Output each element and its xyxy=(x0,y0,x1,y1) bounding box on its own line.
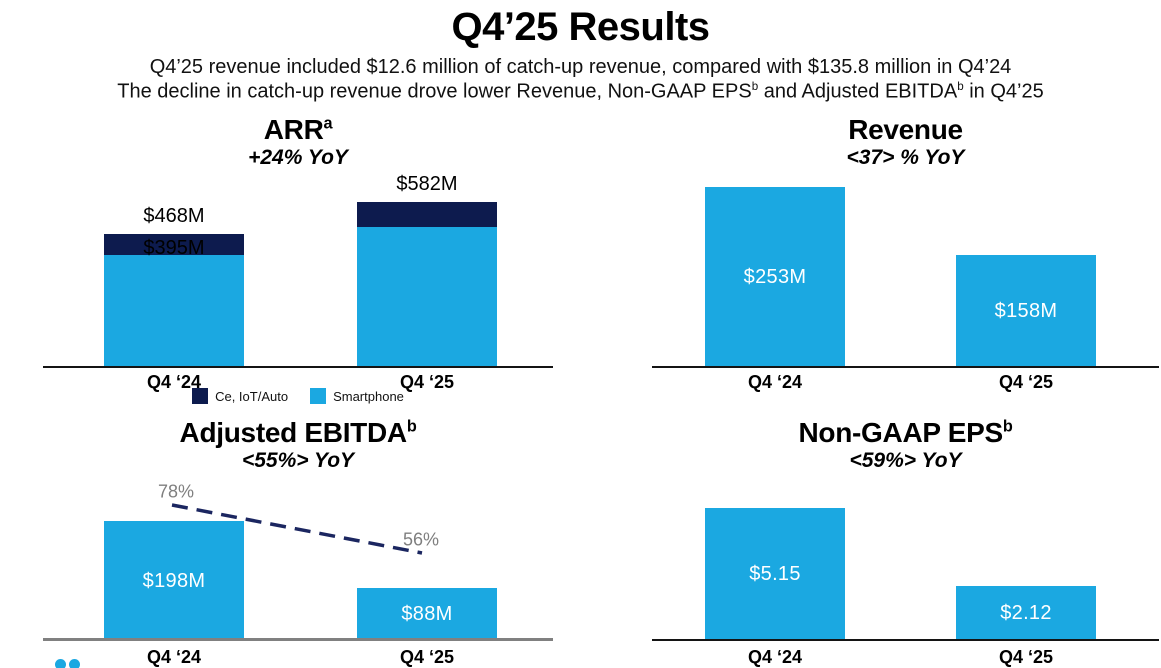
bar-eps-2: $2.12 xyxy=(956,586,1096,641)
x-axis-label: Q4 ‘24 xyxy=(747,372,803,392)
ebitda-margin-dashed-line xyxy=(171,503,423,555)
chart-subtitle-revenue: <37> % YoY xyxy=(846,146,965,169)
chart-panel-revenue: Revenue <37> % YoY $253M $158M Q4 ‘24 Q4 ‘… xyxy=(652,112,1159,408)
plot-area-eps: $5.15 $2.12 xyxy=(652,441,1159,641)
footnote-marker-b: b xyxy=(751,80,759,93)
bar-value-label: $198M xyxy=(142,569,206,592)
x-axis-label: Q4 ‘25 xyxy=(998,647,1054,667)
x-axis-line xyxy=(43,366,553,368)
footnote-marker-b: b xyxy=(406,417,417,436)
legend-label: Smartphone xyxy=(333,388,404,404)
x-axis-label: Q4 ‘25 xyxy=(399,647,455,667)
legend-arr: Ce, IoT/Auto Smartphone xyxy=(43,388,553,404)
x-axis-line xyxy=(652,639,1159,641)
chart-title-eps: Non-GAAP EPSb xyxy=(652,417,1159,449)
chart-panel-arr: ARRa +24% YoY $395M $468M $582M Ce, IoT/Au… xyxy=(43,112,553,408)
plot-area-arr: $395M $468M $582M xyxy=(43,168,553,368)
bar-segment-smartphone xyxy=(104,255,244,368)
bar-arr-2 xyxy=(357,202,497,368)
logo-dot-icon xyxy=(55,659,66,668)
bar-segment-ce-iot-auto xyxy=(104,234,244,255)
header-subtitle-1: Q4’25 revenue included $12.6 million of … xyxy=(149,56,1012,78)
margin-pct-label: 78% xyxy=(157,481,195,502)
chart-title-revenue-text: Revenue xyxy=(848,114,963,145)
bar-arr-1: $395M xyxy=(104,234,244,368)
chart-subtitle-eps: <59%> YoY xyxy=(849,449,962,472)
footnote-marker-a: a xyxy=(323,114,333,133)
bar-value-label: $5.15 xyxy=(749,563,801,585)
header-subtitle-2: The decline in catch-up revenue drove lo… xyxy=(0,80,1161,104)
x-axis-line xyxy=(652,366,1159,368)
logo-dots xyxy=(55,659,80,668)
x-axis-label: Q4 ‘24 xyxy=(146,647,202,667)
x-axis-label: Q4 ‘25 xyxy=(399,372,455,392)
bar-revenue-1: $253M xyxy=(705,187,845,368)
chart-title-arr: ARRa xyxy=(43,114,553,146)
bar-value-label: $158M xyxy=(994,300,1058,322)
chart-title-ebitda: Adjusted EBITDAb xyxy=(43,417,553,449)
logo-dot-icon xyxy=(69,659,80,668)
legend-item: Ce, IoT/Auto xyxy=(192,388,288,404)
legend-label: Ce, IoT/Auto xyxy=(215,388,289,404)
bar-revenue-2: $158M xyxy=(956,255,1096,368)
legend-swatch-ce-iot-auto xyxy=(192,388,209,404)
header-subtitle-2-text: in Q4’25 xyxy=(963,80,1044,103)
footnote-marker-b: b xyxy=(957,80,964,93)
x-axis-label: Q4 ‘24 xyxy=(146,372,202,392)
legend-swatch-smartphone xyxy=(310,388,327,404)
bar-eps-1: $5.15 xyxy=(705,508,845,641)
bar-ebitda-2: $88M xyxy=(357,588,497,641)
bar-value-label: $2.12 xyxy=(1000,602,1052,624)
header-subtitle-2-text: The decline in catch-up revenue drove lo… xyxy=(117,80,752,103)
bar-value-label: $253M xyxy=(743,266,807,288)
bar-total-label: $582M xyxy=(396,173,458,195)
chart-title-arr-text: ARR xyxy=(263,114,324,145)
bar-value-label: $88M xyxy=(401,603,453,625)
footnote-marker-b: b xyxy=(1002,417,1013,436)
bar-inner-label: $395M xyxy=(143,237,205,259)
chart-title-revenue: Revenue xyxy=(652,114,1159,146)
chart-subtitle-ebitda: <55%> YoY xyxy=(241,449,355,472)
bar-total-label: $468M xyxy=(143,205,205,227)
margin-pct-label: 56% xyxy=(402,529,440,550)
plot-area-ebitda: $198M $88M 78% 56% xyxy=(43,441,553,641)
x-axis-label: Q4 ‘24 xyxy=(747,647,803,667)
chart-panel-ebitda: Adjusted EBITDAb <55%> YoY $198M $88M 78% 5… xyxy=(43,415,553,668)
plot-area-revenue: $253M $158M xyxy=(652,168,1159,368)
page-title: Q4’25 Results xyxy=(451,5,710,49)
bar-segment-ce-iot-auto xyxy=(357,202,497,227)
x-axis-label: Q4 ‘25 xyxy=(998,372,1054,392)
bar-ebitda-1: $198M xyxy=(104,521,244,641)
chart-subtitle-arr: +24% YoY xyxy=(248,146,348,169)
x-axis-line xyxy=(43,638,553,641)
chart-title-ebitda-text: Adjusted EBITDA xyxy=(179,417,408,448)
chart-panel-eps: Non-GAAP EPSb <59%> YoY $5.15 $2.12 Q4 ‘2… xyxy=(652,415,1159,668)
chart-title-eps-text: Non-GAAP EPS xyxy=(798,417,1004,448)
header-subtitle-2-text: and Adjusted EBITDA xyxy=(758,80,958,103)
bar-segment-smartphone xyxy=(357,227,497,368)
legend-item: Smartphone xyxy=(310,388,404,404)
